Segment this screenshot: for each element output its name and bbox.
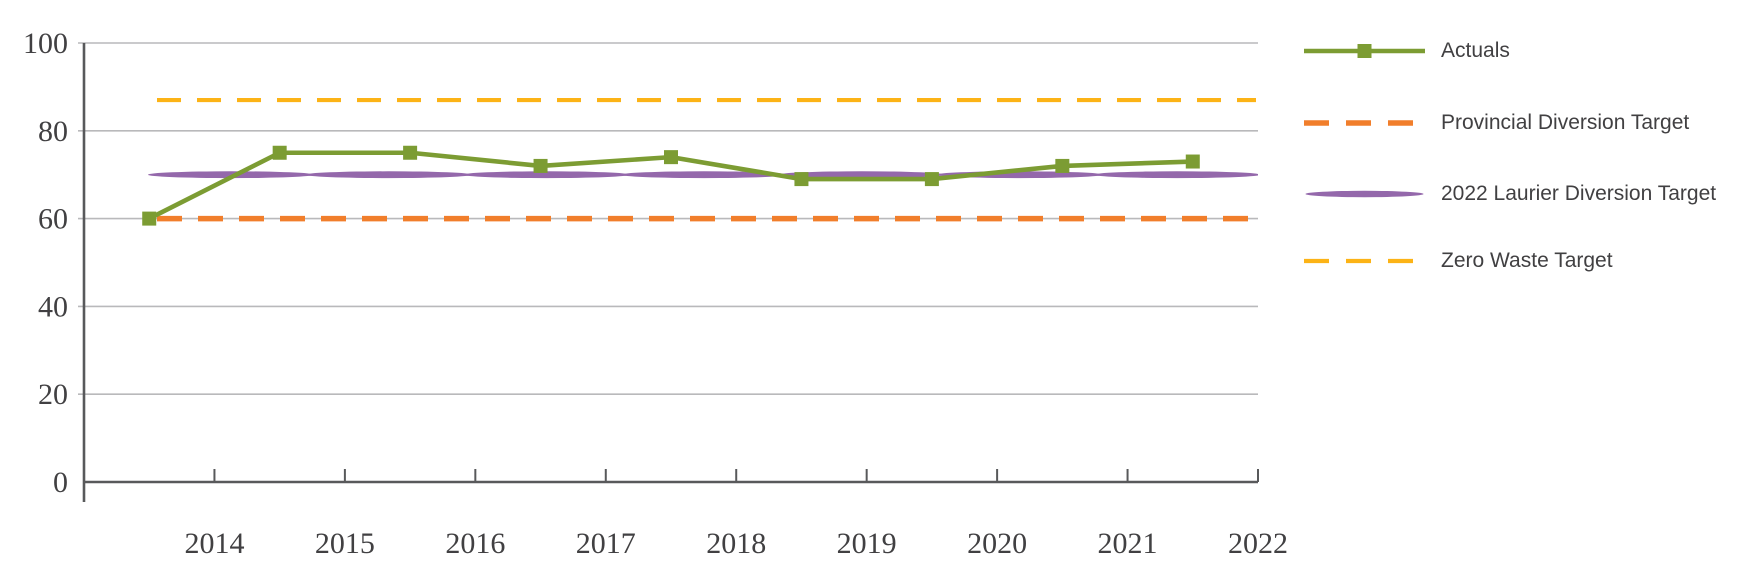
svg-text:2015: 2015	[315, 527, 375, 560]
svg-text:2021: 2021	[1098, 527, 1158, 560]
svg-text:2020: 2020	[967, 527, 1027, 560]
actuals-series	[142, 145, 1200, 226]
legend-label-zero-waste-target: Zero Waste Target	[1441, 249, 1613, 272]
legend-swatch-zero-waste-dashed-line-icon	[1304, 258, 1425, 264]
actuals-point-2019	[794, 172, 809, 187]
svg-text:2022: 2022	[1228, 527, 1288, 560]
legend-item-zero-waste-target: Zero Waste Target	[1304, 248, 1613, 274]
svg-text:2014: 2014	[184, 527, 244, 560]
legend-item-actuals: Actuals	[1304, 38, 1510, 64]
legend-label-laurier-target: 2022 Laurier Diversion Target	[1441, 182, 1717, 205]
legend-swatch-provincial-dashed-line-icon	[1304, 120, 1425, 126]
svg-text:2018: 2018	[706, 527, 766, 560]
axes	[82, 43, 1259, 502]
legend-swatch-actuals-line-icon	[1304, 44, 1425, 58]
actuals-point-2015	[272, 145, 287, 160]
svg-text:0: 0	[53, 466, 68, 499]
actuals-point-2016	[403, 145, 418, 160]
actuals-point-2020	[924, 172, 939, 187]
svg-text:2017: 2017	[576, 527, 636, 560]
svg-text:2019: 2019	[837, 527, 897, 560]
legend-swatch-laurier-lens-line-icon	[1305, 190, 1424, 198]
actuals-point-2018	[664, 150, 678, 165]
svg-text:60: 60	[38, 203, 68, 236]
x-axis-labels: 2014 2015 2016 2017 2018 2019 2020 2021 2022	[184, 527, 1288, 560]
svg-text:100: 100	[23, 27, 68, 60]
legend-label-actuals: Actuals	[1441, 39, 1510, 62]
svg-text:80: 80	[38, 115, 68, 148]
actuals-point-2022	[1185, 154, 1200, 169]
laurier-target-line	[148, 171, 1258, 179]
actuals-point-2017	[533, 158, 548, 173]
actuals-point-2014	[142, 211, 157, 226]
actuals-point-2021	[1055, 158, 1070, 173]
svg-text:20: 20	[38, 378, 68, 411]
svg-text:2016: 2016	[445, 527, 505, 560]
legend-item-provincial-target: Provincial Diversion Target	[1304, 110, 1689, 136]
legend-label-provincial-target: Provincial Diversion Target	[1441, 111, 1690, 134]
svg-text:40: 40	[38, 290, 68, 323]
y-axis-labels: 0 20 40 60 80 100	[23, 27, 68, 499]
legend-item-laurier-target: 2022 Laurier Diversion Target	[1304, 181, 1716, 207]
